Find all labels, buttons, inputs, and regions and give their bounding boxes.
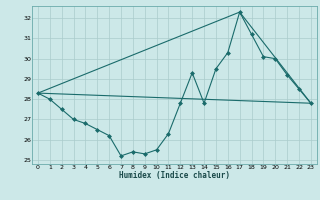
X-axis label: Humidex (Indice chaleur): Humidex (Indice chaleur) xyxy=(119,171,230,180)
